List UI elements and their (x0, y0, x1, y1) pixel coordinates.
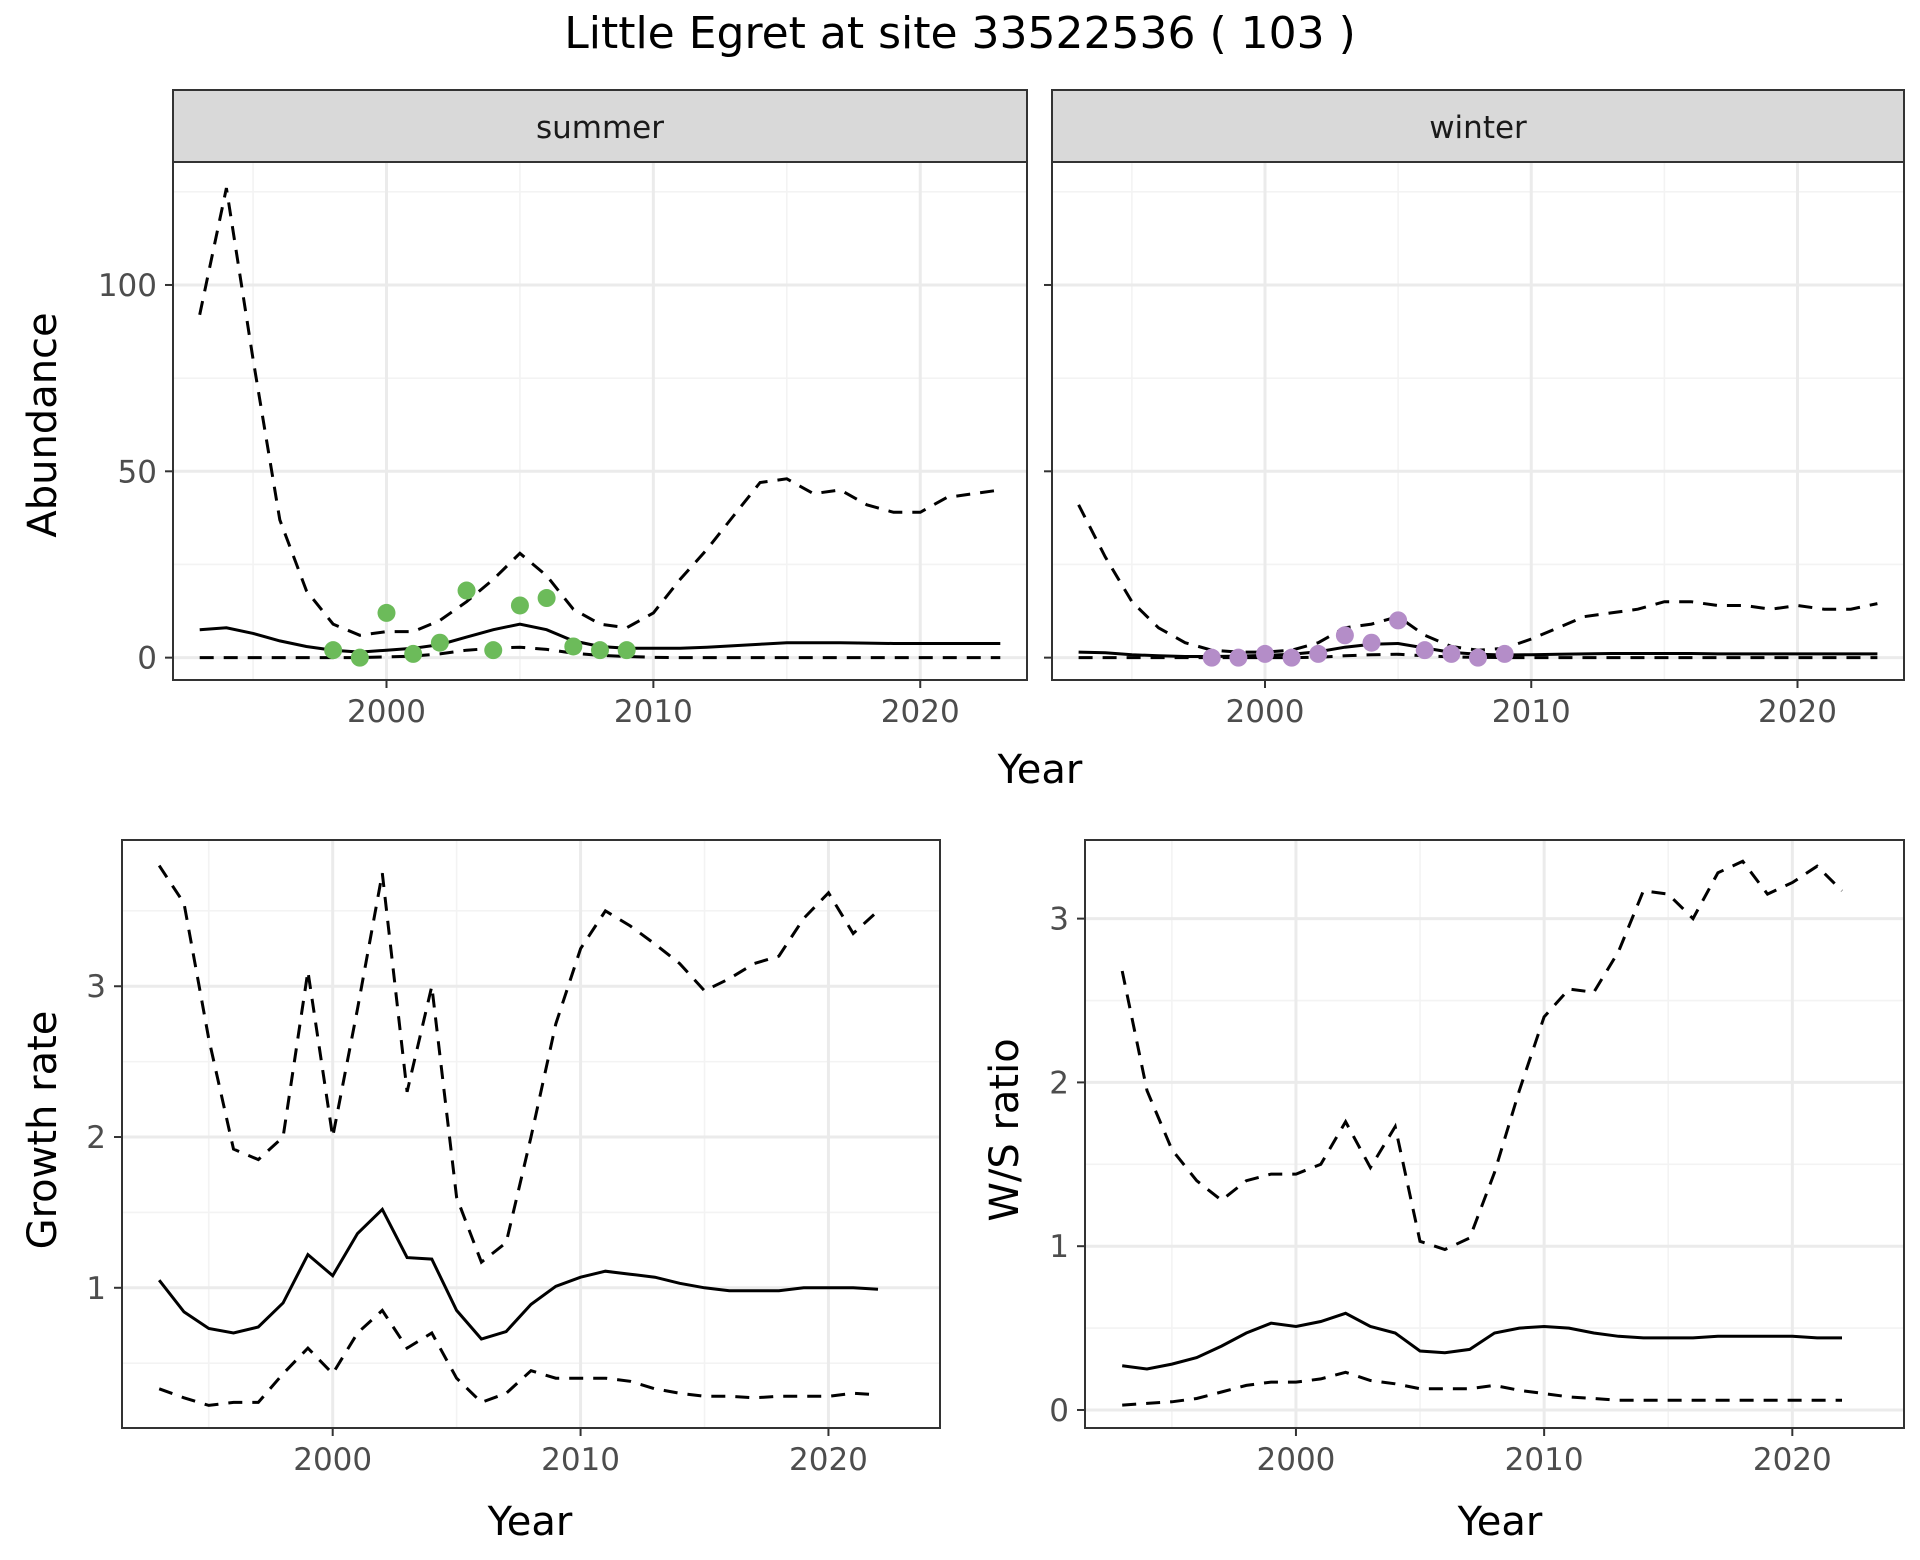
growth-x-axis-title: Year (487, 1499, 573, 1545)
y-tick-label: 1 (1049, 1229, 1069, 1265)
strip-winter-label: winter (1429, 110, 1527, 146)
x-tick-label: 2000 (1226, 694, 1305, 730)
y-tick-label: 50 (118, 454, 157, 490)
panel-border (1051, 161, 1905, 681)
data-point (1229, 648, 1248, 667)
strip-summer-label: summer (536, 110, 664, 146)
x-tick-label: 2010 (1492, 694, 1571, 730)
data-point (1415, 641, 1434, 660)
top-x-axis-title: Year (997, 747, 1083, 793)
x-tick-label: 2010 (614, 694, 693, 730)
data-point (1309, 644, 1328, 663)
plot-abundance-winter: 2000 2010 2020 (1044, 161, 1905, 730)
data-point (430, 633, 449, 652)
x-tick-label: 2000 (293, 1442, 372, 1478)
data-point (324, 641, 343, 660)
data-point (404, 644, 423, 663)
data-point (457, 581, 476, 600)
series-line-bound-2 (1122, 1370, 1842, 1407)
y-tick-label: 2 (86, 1120, 106, 1156)
y-tick-label: 0 (137, 641, 157, 677)
x-tick-label: 2000 (347, 694, 426, 730)
data-point (591, 641, 609, 660)
data-point (1469, 648, 1487, 667)
y-tick-label: 100 (98, 268, 157, 304)
y-tick-label: 3 (1049, 902, 1069, 938)
x-tick-label: 2020 (881, 694, 960, 730)
data-point (484, 641, 503, 660)
y-tick-label: 2 (1049, 1065, 1069, 1101)
figure-title: Little Egret at site 33522536 ( 103 ) (564, 8, 1356, 59)
y-tick-label: 1 (86, 1271, 106, 1307)
plot-growth-rate: 2000 2010 2020 1 2 3 (86, 839, 941, 1478)
x-tick-label: 2020 (1758, 694, 1837, 730)
plot-ws-ratio: 2000 2010 2020 0 1 2 3 (1049, 839, 1905, 1478)
series-line-estimate-0 (158, 1206, 879, 1341)
data-point (617, 641, 636, 660)
data-point (1362, 633, 1381, 652)
data-point (510, 596, 529, 615)
data-point (1256, 644, 1274, 663)
series-line-bound-1 (1120, 859, 1844, 1252)
series-line-bound-1 (1077, 504, 1878, 654)
data-point (1335, 626, 1354, 645)
series-line-bound-1 (157, 864, 880, 1265)
data-point (1495, 644, 1514, 663)
data-point (1202, 648, 1221, 667)
data-point (1389, 611, 1408, 630)
plot-abundance-summer: 2000 2010 2020 0 50 100 (98, 161, 1028, 730)
data-point (350, 648, 369, 667)
growth-y-axis-title: Growth rate (20, 1011, 66, 1250)
y-tick-label: 0 (1049, 1393, 1069, 1429)
panel-abundance-summer: summer 2000 2010 2020 0 50 100 (98, 89, 1028, 730)
ws-x-axis-title: Year (1457, 1499, 1543, 1545)
data-point (564, 637, 583, 656)
x-tick-label: 2020 (1753, 1442, 1832, 1478)
y-tick-label: 3 (86, 969, 106, 1005)
series-line-bound-2 (158, 1308, 879, 1407)
panel-border (121, 839, 941, 1429)
x-tick-label: 2020 (789, 1442, 868, 1478)
data-point (377, 603, 396, 622)
data-point (1442, 644, 1461, 663)
x-tick-label: 2010 (1505, 1442, 1584, 1478)
x-tick-label: 2000 (1257, 1442, 1336, 1478)
strip-summer (172, 89, 1028, 163)
panel-border (1084, 839, 1905, 1429)
top-y-axis-title: Abundance (20, 312, 66, 537)
data-point (1282, 648, 1301, 667)
panel-abundance-winter: winter 2000 2010 2020 (1044, 89, 1905, 730)
panel-border (172, 161, 1028, 681)
strip-winter (1051, 89, 1905, 163)
series-line-estimate-0 (1122, 1311, 1842, 1371)
ws-y-axis-title: W/S ratio (982, 1038, 1028, 1221)
data-point (537, 589, 556, 608)
x-tick-label: 2010 (541, 1442, 620, 1478)
series-line-bound-1 (198, 187, 1001, 637)
